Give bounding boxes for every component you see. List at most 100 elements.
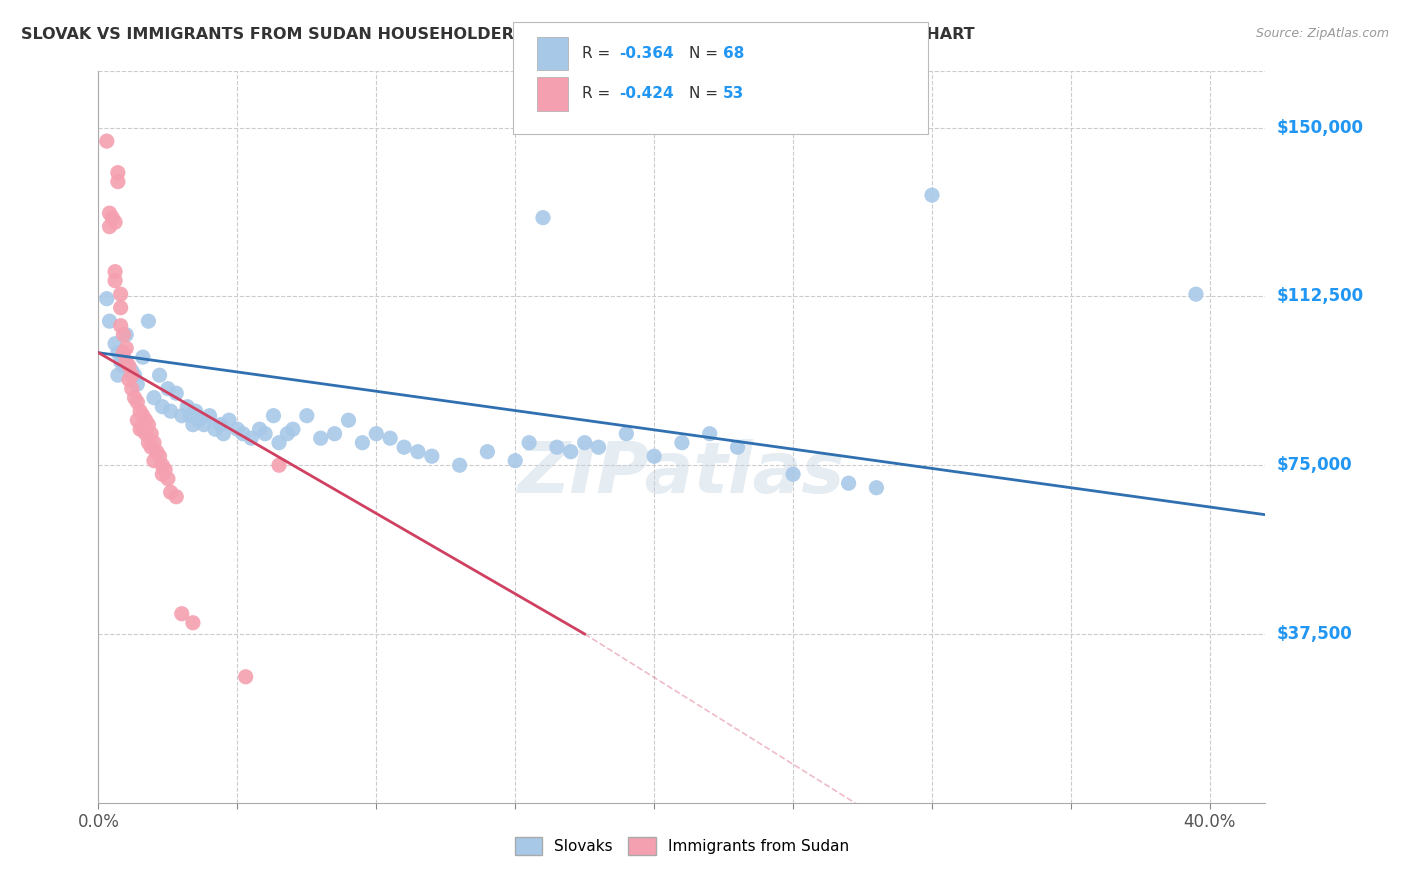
- Point: [112, 327, 135, 342]
- Point: [517, 435, 540, 450]
- Point: [503, 453, 526, 467]
- Point: [588, 440, 610, 454]
- Text: N =: N =: [689, 87, 723, 101]
- Point: [198, 409, 221, 423]
- Point: [98, 219, 121, 234]
- Point: [127, 395, 149, 409]
- Point: [132, 409, 155, 423]
- Text: Source: ZipAtlas.com: Source: ZipAtlas.com: [1256, 27, 1389, 40]
- Point: [232, 426, 254, 441]
- Point: [838, 476, 860, 491]
- Point: [449, 458, 471, 473]
- Point: [181, 417, 204, 432]
- Point: [132, 422, 155, 436]
- Point: [276, 426, 298, 441]
- Point: [98, 314, 121, 328]
- Point: [193, 417, 215, 432]
- Point: [267, 458, 290, 473]
- Point: [135, 413, 157, 427]
- Point: [170, 409, 193, 423]
- Text: R =: R =: [582, 87, 616, 101]
- Point: [262, 409, 284, 423]
- Point: [671, 435, 693, 450]
- Text: 53: 53: [723, 87, 744, 101]
- Point: [150, 458, 173, 473]
- Point: [782, 467, 804, 482]
- Point: [380, 431, 402, 445]
- Point: [865, 481, 887, 495]
- Point: [249, 422, 271, 436]
- Text: -0.364: -0.364: [619, 46, 673, 61]
- Point: [165, 386, 187, 401]
- Point: [150, 400, 173, 414]
- Point: [156, 472, 179, 486]
- Point: [107, 166, 129, 180]
- Point: [209, 417, 232, 432]
- Point: [115, 341, 138, 355]
- Point: [267, 435, 290, 450]
- Point: [104, 265, 127, 279]
- Text: $37,500: $37,500: [1277, 625, 1353, 643]
- Text: R =: R =: [582, 46, 616, 61]
- Point: [96, 134, 118, 148]
- Point: [104, 336, 127, 351]
- Point: [235, 670, 257, 684]
- Point: [212, 426, 235, 441]
- Point: [204, 422, 226, 436]
- Point: [141, 426, 163, 441]
- Point: [127, 377, 149, 392]
- Point: [135, 426, 157, 441]
- Point: [146, 444, 169, 458]
- Point: [295, 409, 318, 423]
- Point: [110, 318, 132, 333]
- Point: [118, 373, 141, 387]
- Point: [574, 435, 596, 450]
- Text: N =: N =: [689, 46, 723, 61]
- Point: [110, 354, 132, 368]
- Point: [352, 435, 374, 450]
- Point: [406, 444, 429, 458]
- Point: [643, 449, 665, 463]
- Point: [477, 444, 499, 458]
- Point: [148, 368, 170, 383]
- Point: [96, 292, 118, 306]
- Point: [143, 435, 166, 450]
- Point: [153, 463, 176, 477]
- Point: [112, 359, 135, 374]
- Point: [138, 417, 160, 432]
- Point: [1185, 287, 1208, 301]
- Point: [159, 404, 181, 418]
- Point: [129, 404, 152, 418]
- Point: [226, 422, 249, 436]
- Point: [179, 409, 201, 423]
- Point: [150, 467, 173, 482]
- Point: [141, 440, 163, 454]
- Point: [218, 413, 240, 427]
- Point: [127, 413, 149, 427]
- Point: [124, 391, 146, 405]
- Text: $75,000: $75,000: [1277, 456, 1353, 475]
- Point: [115, 354, 138, 368]
- Point: [132, 350, 155, 364]
- Point: [614, 426, 637, 441]
- Point: [156, 382, 179, 396]
- Point: [281, 422, 304, 436]
- Point: [143, 453, 166, 467]
- Point: [309, 431, 332, 445]
- Point: [138, 435, 160, 450]
- Point: [560, 444, 582, 458]
- Point: [107, 175, 129, 189]
- Text: SLOVAK VS IMMIGRANTS FROM SUDAN HOUSEHOLDER INCOME AGES 45 - 64 YEARS CORRELATIO: SLOVAK VS IMMIGRANTS FROM SUDAN HOUSEHOL…: [21, 27, 974, 42]
- Point: [699, 426, 721, 441]
- Point: [176, 400, 198, 414]
- Point: [115, 327, 138, 342]
- Point: [165, 490, 187, 504]
- Point: [531, 211, 554, 225]
- Point: [98, 206, 121, 220]
- Point: [170, 607, 193, 621]
- Point: [110, 301, 132, 315]
- Point: [101, 211, 124, 225]
- Point: [184, 404, 207, 418]
- Text: $112,500: $112,500: [1277, 287, 1364, 305]
- Point: [104, 215, 127, 229]
